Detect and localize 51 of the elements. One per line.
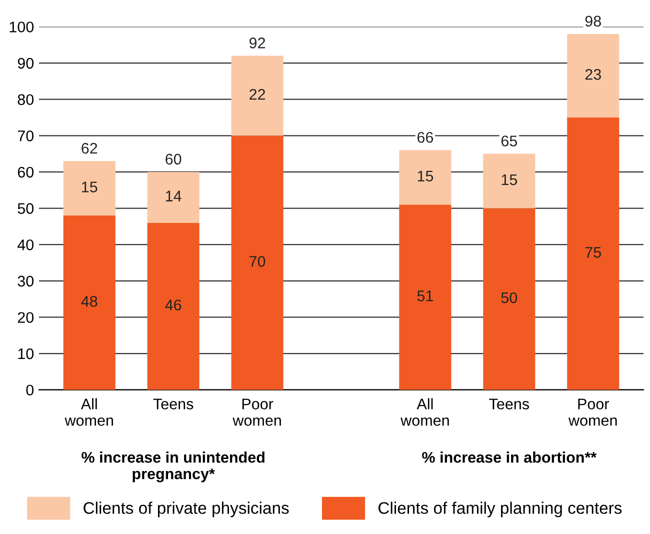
bar: [147, 172, 200, 223]
bar: [63, 216, 116, 390]
bar: [231, 56, 284, 136]
data-label: 51: [417, 290, 433, 302]
bar: [483, 154, 536, 208]
data-label: 15: [502, 174, 518, 186]
x-tick-label: Teens: [153, 398, 194, 410]
bar: [231, 136, 284, 390]
data-label: 23: [585, 69, 601, 80]
bar: [483, 208, 536, 390]
data-label: 14: [166, 190, 182, 202]
bar: [399, 150, 452, 205]
x-tick-label: Poor women: [568, 398, 617, 426]
total-label: 92: [250, 38, 266, 48]
y-tick-label: 40: [18, 239, 34, 250]
bar: [399, 204, 452, 390]
legend-label: Clients of private physicians: [84, 502, 289, 518]
data-label: 50: [501, 292, 518, 304]
total-label: 98: [585, 16, 601, 27]
y-tick-label: 60: [18, 166, 34, 178]
legend-label: Clients of family planning centers: [378, 502, 622, 518]
data-label: 15: [82, 182, 98, 192]
bar: [567, 117, 620, 390]
y-tick-label: 0: [26, 384, 34, 396]
y-tick-label: 80: [18, 94, 34, 106]
x-tick-label: All women: [400, 398, 449, 426]
y-tick-label: 70: [18, 130, 34, 142]
total-label: 62: [82, 142, 98, 154]
bar: [63, 161, 116, 216]
bar: [567, 34, 620, 118]
y-tick-label: 90: [18, 58, 34, 69]
data-label: 46: [165, 300, 182, 310]
data-label: 15: [418, 170, 434, 182]
data-label: 70: [250, 256, 266, 267]
data-label: 22: [250, 88, 266, 100]
y-tick-label: 100: [10, 22, 34, 32]
total-label: 65: [501, 136, 518, 146]
text: % increase in abortion**: [422, 452, 597, 463]
y-tick-label: 20: [18, 312, 34, 323]
y-tick-label: 50: [18, 203, 34, 214]
data-label: 75: [585, 247, 601, 258]
x-tick-label: Poor women: [232, 398, 281, 426]
total-label: 66: [417, 132, 434, 143]
total-label: 60: [166, 154, 182, 165]
x-tick-label: All women: [64, 398, 114, 426]
bar: [147, 222, 200, 390]
y-tick-label: 30: [18, 276, 34, 287]
y-tick-label: 10: [18, 348, 34, 360]
x-tick-label: Teens: [489, 398, 529, 410]
text: % increase in unintended pregnancy*: [82, 452, 264, 482]
data-label: 48: [81, 296, 98, 307]
